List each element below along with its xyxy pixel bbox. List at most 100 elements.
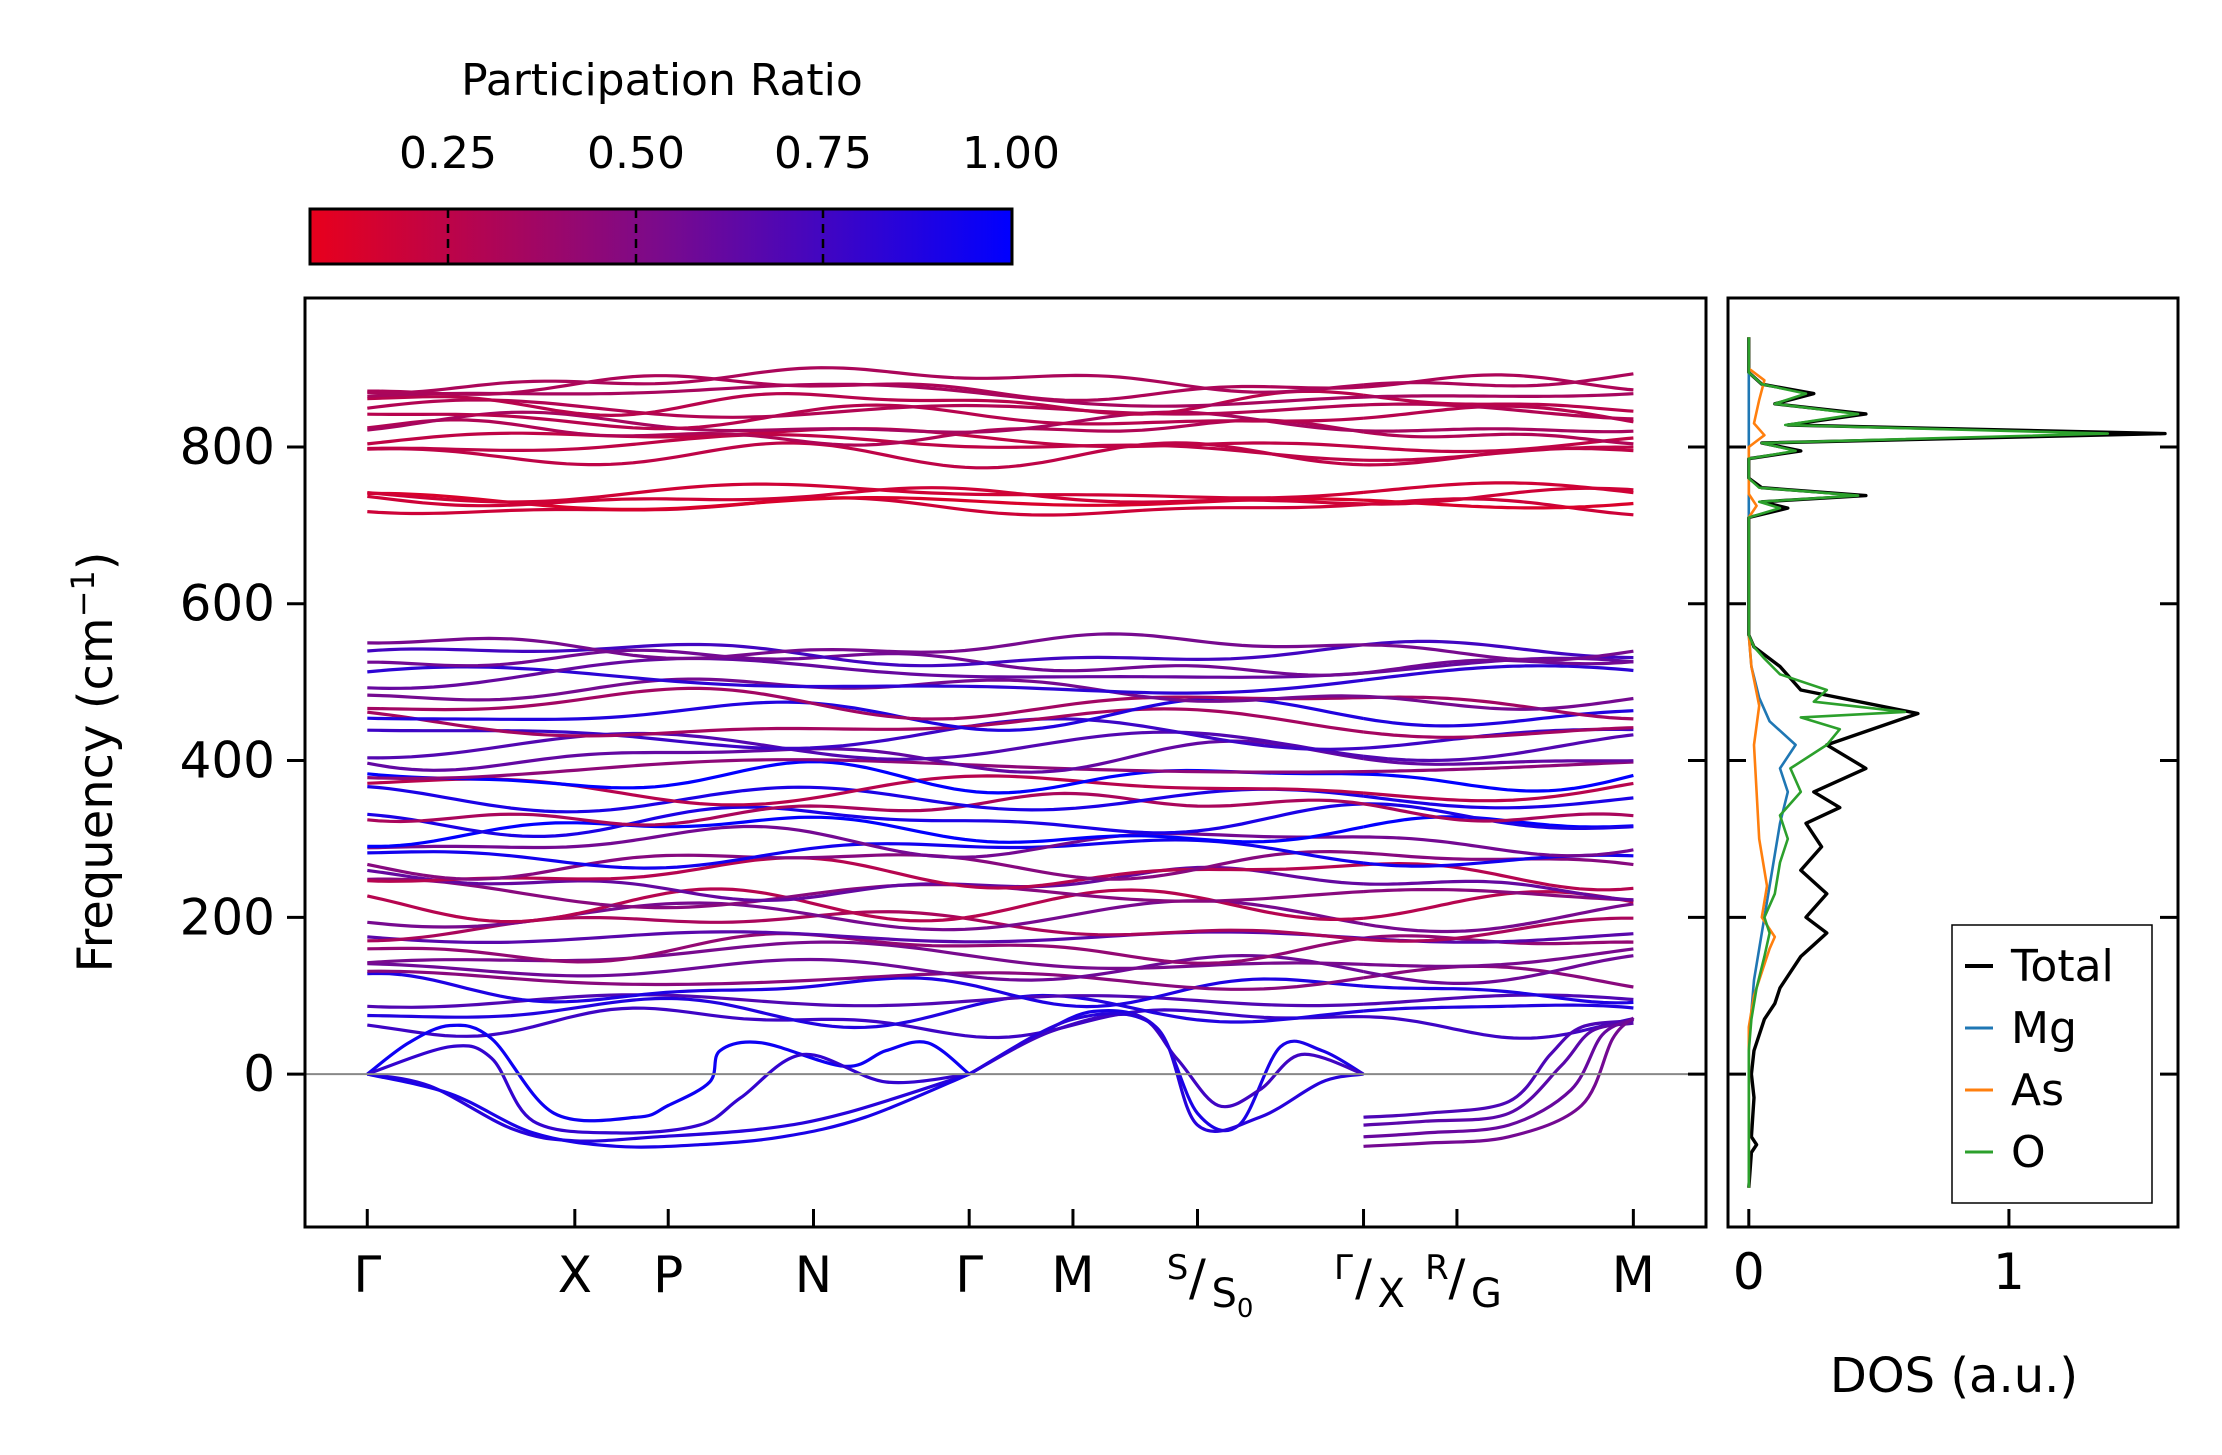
optical-band (367, 953, 1364, 982)
dos-frame (1726, 296, 2180, 1229)
optical-band (1363, 993, 1634, 1006)
optical-band (366, 849, 1364, 881)
optical-band (1363, 695, 1634, 721)
optical-band (367, 366, 1364, 395)
acoustic-band (1363, 1016, 1635, 1148)
y-tick-label: 0 (243, 1045, 275, 1103)
dos-series-o (1747, 337, 2110, 1188)
colorbar-tick-label: 0.50 (587, 128, 685, 179)
colorbar-tick-label: 0.25 (399, 128, 497, 179)
y-tick-label: 600 (180, 575, 275, 633)
optical-band (367, 482, 1364, 504)
y-tick-label: 200 (180, 888, 275, 946)
optical-band (1363, 427, 1634, 434)
optical-band (366, 887, 1364, 924)
ylabel-end: ) (68, 551, 124, 570)
legend: Total Mg As O (1951, 924, 2153, 1204)
k-tick-label: Γ (955, 1246, 983, 1304)
optical-band (1363, 393, 1634, 413)
optical-band (1363, 664, 1634, 682)
band-lines (366, 366, 1635, 1149)
optical-band (1363, 658, 1634, 675)
optical-band (1363, 984, 1634, 1005)
acoustic-band (968, 1011, 1364, 1133)
optical-band (1363, 733, 1634, 763)
y-tick-label: 400 (180, 732, 275, 790)
k-tick-label: R (1425, 1248, 1449, 1288)
optical-band (1363, 727, 1634, 750)
optical-band (367, 374, 1364, 403)
optical-band (367, 1006, 1364, 1040)
acoustic-band (366, 1023, 971, 1123)
dos-x-tick-label: 1 (1993, 1243, 2025, 1301)
optical-band (367, 398, 1364, 419)
dos-x-tick-label: 0 (1733, 1243, 1765, 1301)
optical-band (367, 656, 1364, 691)
optical-band (367, 932, 1364, 965)
optical-band (1363, 757, 1634, 766)
optical-band (1363, 709, 1634, 728)
legend-box (1951, 924, 2153, 1204)
acoustic-band (968, 1009, 1365, 1133)
optical-band (367, 696, 1364, 732)
k-tick-label: M (1612, 1246, 1655, 1304)
optical-band (1363, 772, 1634, 793)
optical-band (367, 815, 1364, 849)
optical-band (1363, 794, 1634, 810)
optical-band (367, 940, 1364, 971)
dos-curves (1747, 337, 2167, 1188)
colorbar-tick-label: 0.75 (774, 128, 872, 179)
optical-band (367, 993, 1364, 1030)
k-tick-label: S0 (1211, 1271, 1253, 1324)
k-tick-label: P (653, 1246, 683, 1304)
colorbar-gradient (308, 207, 1014, 266)
optical-band (1363, 436, 1634, 454)
legend-label: Total (2010, 941, 2114, 992)
optical-band (367, 648, 1364, 677)
optical-band (367, 665, 1364, 695)
ylabel-sup: −1 (64, 570, 102, 617)
optical-band (1363, 1003, 1634, 1013)
optical-band (1363, 781, 1634, 803)
y-tick-label: 800 (180, 418, 275, 476)
acoustic-band (1363, 1021, 1634, 1127)
optical-band (367, 969, 1364, 991)
acoustic-band (1363, 1017, 1635, 1139)
colorbar-title: Participation Ratio (461, 55, 863, 106)
optical-band (367, 791, 1364, 827)
optical-band (367, 824, 1364, 859)
optical-band (367, 686, 1364, 721)
acoustic-band (366, 1044, 970, 1135)
k-tick-label: X (558, 1246, 592, 1304)
acoustic-band (366, 1072, 970, 1149)
legend-label: As (2011, 1065, 2064, 1116)
acoustic-band (968, 1012, 1365, 1109)
optical-band (1363, 861, 1634, 892)
optical-band (367, 632, 1364, 661)
colorbar: Participation Ratio 0.25 0.50 0.75 1.00 (308, 55, 1060, 266)
optical-band (1363, 835, 1634, 858)
colorbar-tick-label: 1.00 (962, 128, 1060, 179)
optical-band (367, 642, 1364, 668)
optical-band (1363, 954, 1634, 986)
optical-band (1363, 887, 1634, 902)
legend-label: O (2011, 1127, 2046, 1178)
optical-band (367, 758, 1364, 781)
optical-band (367, 730, 1364, 761)
optical-band (1363, 1015, 1634, 1040)
optical-band (367, 389, 1364, 418)
optical-band (367, 707, 1364, 738)
acoustic-band (1363, 1019, 1634, 1119)
optical-band (1363, 947, 1634, 968)
dispersion-frame (303, 296, 1708, 1229)
dos-axis-label: DOS (a.u.) (1830, 1348, 2078, 1404)
optical-band (367, 486, 1364, 508)
optical-band (1363, 726, 1634, 739)
optical-band (1363, 430, 1634, 446)
optical-band (367, 717, 1364, 751)
optical-band (1363, 481, 1634, 495)
optical-band (1363, 964, 1634, 989)
